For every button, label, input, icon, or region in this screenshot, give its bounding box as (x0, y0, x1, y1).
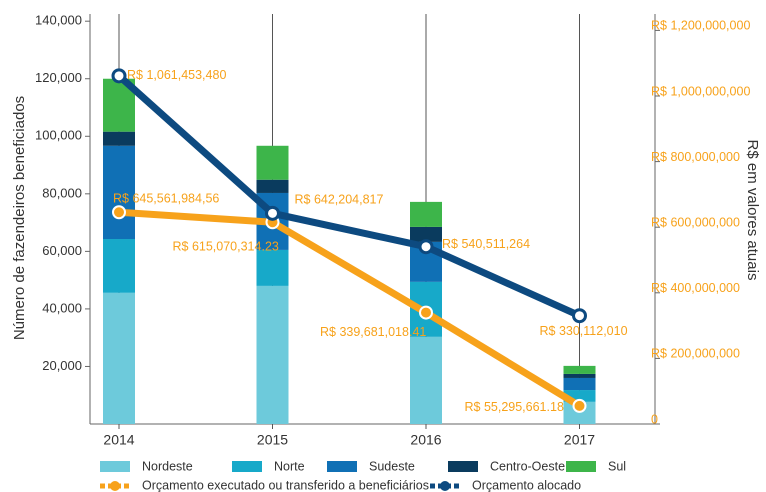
bar-segment (410, 226, 442, 242)
y2-tick-label: 0 (651, 412, 658, 426)
value-label: R$ 339,681,018.41 (320, 325, 426, 339)
point (572, 308, 587, 324)
value-label: R$ 55,295,661.18 (465, 400, 564, 414)
value-label: R$ 645,561,984,56 (113, 192, 219, 206)
y-tick-label: 20,000 (42, 358, 82, 373)
value-label: R$ 642,204,817 (295, 193, 384, 207)
bar-segment (103, 238, 135, 293)
bar-segment (563, 401, 596, 424)
legend-label: Centro-Oeste (490, 459, 565, 473)
bar-segment (410, 336, 442, 424)
value-label: R$ 540,511,264 (442, 237, 530, 251)
value-label: R$ 615,070,314.23 (173, 240, 279, 254)
value-label: R$ 330,112,010 (540, 324, 628, 338)
y-tick-label: 140,000 (35, 13, 82, 28)
y2-tick-label: R$ 1,200,000,000 (651, 19, 750, 33)
y-tick-label: 80,000 (42, 185, 82, 200)
legend-swatch (232, 461, 262, 472)
y-tick-label: 60,000 (42, 243, 82, 258)
line (116, 73, 581, 319)
legend-label: Sudeste (369, 459, 415, 473)
bar-segment (103, 145, 135, 239)
bar-segment (563, 373, 596, 378)
bar-segment (256, 179, 289, 193)
y2-tick-label: R$ 1,000,000,000 (651, 84, 750, 98)
y2-tick-label: R$ 200,000,000 (651, 347, 740, 361)
legend-marker (440, 481, 450, 491)
x-tick-label: 2014 (103, 432, 134, 448)
y2-tick-label: R$ 400,000,000 (651, 281, 740, 295)
legend-label: Orçamento executado ou transferido a ben… (142, 478, 429, 492)
bar-segment (256, 285, 289, 424)
point-dot (419, 305, 433, 320)
y-tick-label: 40,000 (42, 300, 82, 315)
bar-segment (410, 201, 442, 227)
bar-segment (103, 292, 135, 424)
y-tick-label: 120,000 (35, 70, 82, 85)
y2-axis-label: R$ em valores atuais (744, 140, 761, 281)
value-label: R$ 1,061,453,480 (127, 68, 226, 82)
x-tick-label: 2017 (564, 432, 595, 448)
bar-segment (256, 249, 289, 286)
bar-segment (563, 377, 596, 391)
legend-label: Orçamento alocado (472, 478, 581, 492)
legend-label: Sul (608, 459, 626, 473)
point (265, 205, 280, 221)
bar-segment (563, 390, 596, 402)
legend-swatch (448, 461, 478, 472)
y-tick-label: 100,000 (35, 128, 82, 143)
x-tick-label: 2016 (410, 432, 441, 448)
line (118, 208, 582, 409)
legend-marker (110, 481, 120, 491)
x-tick-label: 2015 (257, 432, 288, 448)
y-axis-label: Número de fazendeiros beneficiados (11, 96, 28, 340)
point (418, 239, 434, 255)
point (111, 68, 127, 84)
legend-label: Norte (274, 459, 305, 473)
legend-swatch (100, 461, 130, 472)
bar-segment (256, 145, 289, 180)
legend-swatch (566, 461, 596, 472)
legend-swatch (327, 461, 357, 472)
legend-label: Nordeste (142, 459, 193, 473)
y2-tick-label: R$ 800,000,000 (651, 150, 740, 164)
point-dot (572, 398, 587, 413)
y2-tick-label: R$ 600,000,000 (651, 215, 740, 229)
bar-segment (563, 365, 596, 374)
bar-segment (103, 131, 135, 146)
point-dot (112, 205, 126, 220)
